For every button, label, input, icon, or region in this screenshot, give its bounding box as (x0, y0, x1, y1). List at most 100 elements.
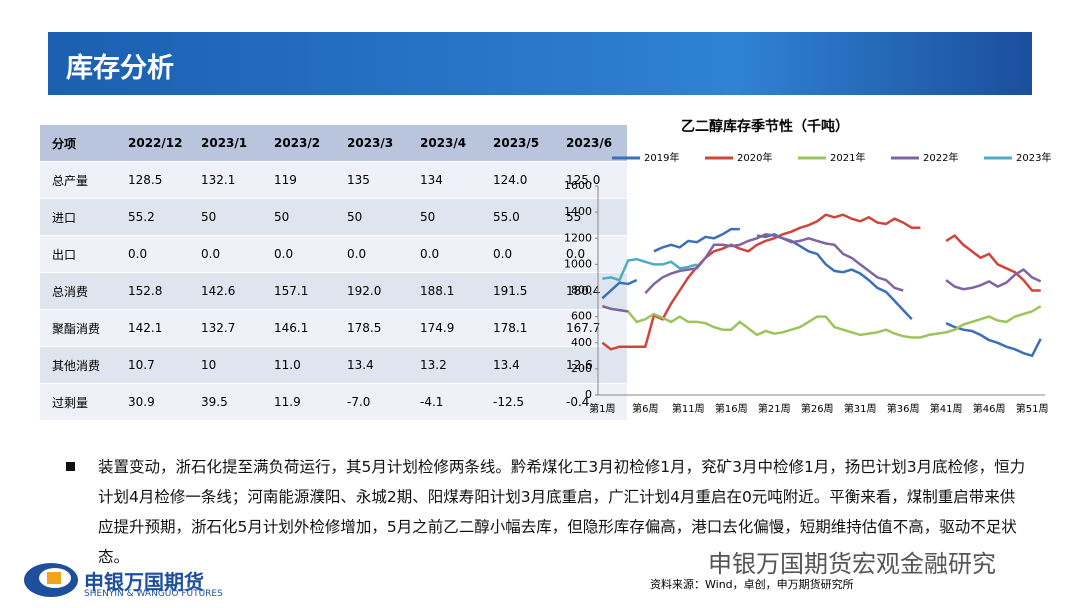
series-line (601, 305, 1042, 339)
table-cell: 0.0 (262, 235, 335, 273)
x-tick-label: 第51周 (1016, 402, 1049, 415)
legend-label: 2021年 (830, 151, 865, 164)
table-row: 其他消费 10.7 10 11.0 13.4 13.2 13.4 12.6 (40, 346, 627, 384)
table-cell: 总消费 (40, 272, 116, 310)
table-cell: 0.0 (408, 235, 481, 273)
table-cell: 124.0 (481, 161, 554, 199)
x-tick-label: 第16周 (715, 402, 748, 415)
table-cell: 0.0 (335, 235, 408, 273)
source: 资料来源：Wind，卓创，申万期货研究所 (650, 578, 854, 591)
table-cell: 135 (335, 161, 408, 199)
table-row: 聚酯消费 142.1 132.7 146.1 178.5 174.9 178.1 167.7 (40, 309, 627, 347)
table-cell: 50 (262, 198, 335, 236)
y-tick-label: 0 (585, 388, 592, 401)
table-cell: 157.1 (262, 272, 335, 310)
title-bar: 库存分析 (48, 32, 1032, 95)
data-table: 分项 2022/12 2023/1 2023/2 2023/3 2023/4 2023/5 2… (40, 125, 627, 421)
x-tick-label: 第36周 (887, 402, 920, 415)
y-tick-label: 800 (571, 284, 592, 297)
table-cell: 11.0 (262, 346, 335, 384)
table-cell: 178.1 (481, 309, 554, 347)
table-cell: 分项 (40, 125, 116, 162)
y-tick-label: 600 (571, 310, 592, 323)
legend-label: 2019年 (644, 151, 679, 164)
table-cell: 134 (408, 161, 481, 199)
table-cell: 167.7 (554, 309, 627, 347)
table-cell: 2022/12 (116, 125, 189, 162)
table-cell: 50 (189, 198, 262, 236)
table-cell: 178.5 (335, 309, 408, 347)
table-cell: -12.5 (481, 383, 554, 421)
table-cell: 10.7 (116, 346, 189, 384)
table-cell: 0.0 (554, 235, 627, 273)
table-cell: 其他消费 (40, 346, 116, 384)
chart: 乙二醇库存季节性（千吨） 0 200 400 600 800 1000 1200 1400 16… (564, 118, 1051, 415)
table-cell: 191.5 (481, 272, 554, 310)
table-cell: 聚酯消费 (40, 309, 116, 347)
table-cell: 132.1 (189, 161, 262, 199)
table-cell: 13.2 (408, 346, 481, 384)
chart-title: 乙二醇库存季节性（千吨） (681, 118, 849, 135)
table-cell: 13.4 (335, 346, 408, 384)
table-cell: 12.6 (554, 346, 627, 384)
y-tick-label: 400 (571, 336, 592, 349)
table-cell: 0.0 (116, 235, 189, 273)
table-row: 进口 55.2 50 50 50 50 55.0 55 (40, 198, 627, 236)
table-cell: 0.0 (481, 235, 554, 273)
table-row: 出口 0.0 0.0 0.0 0.0 0.0 0.0 0.0 (40, 235, 627, 273)
table-cell: 0.0 (189, 235, 262, 273)
table-cell: 进口 (40, 198, 116, 236)
x-tick-label: 第46周 (973, 402, 1006, 415)
table-cell: 55.0 (481, 198, 554, 236)
slide-title: 库存分析 (66, 53, 174, 84)
x-tick-label: 第6周 (632, 402, 658, 415)
x-tick-label: 第1周 (589, 402, 615, 415)
y-tick-label: 1200 (564, 231, 592, 244)
table-cell: 55.2 (116, 198, 189, 236)
bullet-text: 装置变动，浙石化提至满负荷运行，其5月计划检修两条线。黔希煤化工3月初检修1月，… (98, 458, 1026, 566)
table-row: 总消费 152.8 142.6 157.1 192.0 188.1 191.5 180.4 (40, 272, 627, 310)
table-cell: 10 (189, 346, 262, 384)
table-cell: -0.4 (554, 383, 627, 421)
logo-icon (24, 563, 78, 597)
table-cell: 2023/4 (408, 125, 481, 162)
bullet-marker (66, 462, 75, 471)
table-cell: 出口 (40, 235, 116, 273)
y-tick-label: 1600 (564, 179, 592, 192)
table-row: 分项 2022/12 2023/1 2023/2 2023/3 2023/4 2023/5 2… (40, 125, 627, 162)
table-cell: 192.0 (335, 272, 408, 310)
table-cell: 142.6 (189, 272, 262, 310)
table-cell: 2023/6 (554, 125, 627, 162)
table-cell: 2023/3 (335, 125, 408, 162)
table-cell: 152.8 (116, 272, 189, 310)
y-tick-label: 1000 (564, 257, 592, 270)
table-cell: 132.7 (189, 309, 262, 347)
table-cell: 2023/5 (481, 125, 554, 162)
y-tick-label: 1400 (564, 205, 592, 218)
y-tick-label: 200 (571, 362, 592, 375)
table-cell: 125.0 (554, 161, 627, 199)
table-cell: 188.1 (408, 272, 481, 310)
series-line (601, 213, 1041, 351)
table-cell: 13.4 (481, 346, 554, 384)
table-cell: 174.9 (408, 309, 481, 347)
table-cell: -4.1 (408, 383, 481, 421)
table-cell: 2023/1 (189, 125, 262, 162)
table-row: 过剩量 30.9 39.5 11.9 -7.0 -4.1 -12.5 -0.4 (40, 383, 627, 421)
table-cell: 128.5 (116, 161, 189, 199)
x-tick-label: 第41周 (930, 402, 963, 415)
table-cell: -7.0 (335, 383, 408, 421)
logo-name: 申银万国期货 (84, 570, 204, 594)
table-cell: 2023/2 (262, 125, 335, 162)
table-cell: 55 (554, 198, 627, 236)
legend-label: 2023年 (1016, 151, 1051, 164)
legend-label: 2022年 (923, 151, 958, 164)
x-tick-label: 第31周 (844, 402, 877, 415)
series-line (602, 257, 698, 282)
table-cell: 11.9 (262, 383, 335, 421)
table-cell: 50 (335, 198, 408, 236)
legend-label: 2020年 (737, 151, 772, 164)
table-cell: 30.9 (116, 383, 189, 421)
x-tick-label: 第11周 (672, 402, 705, 415)
